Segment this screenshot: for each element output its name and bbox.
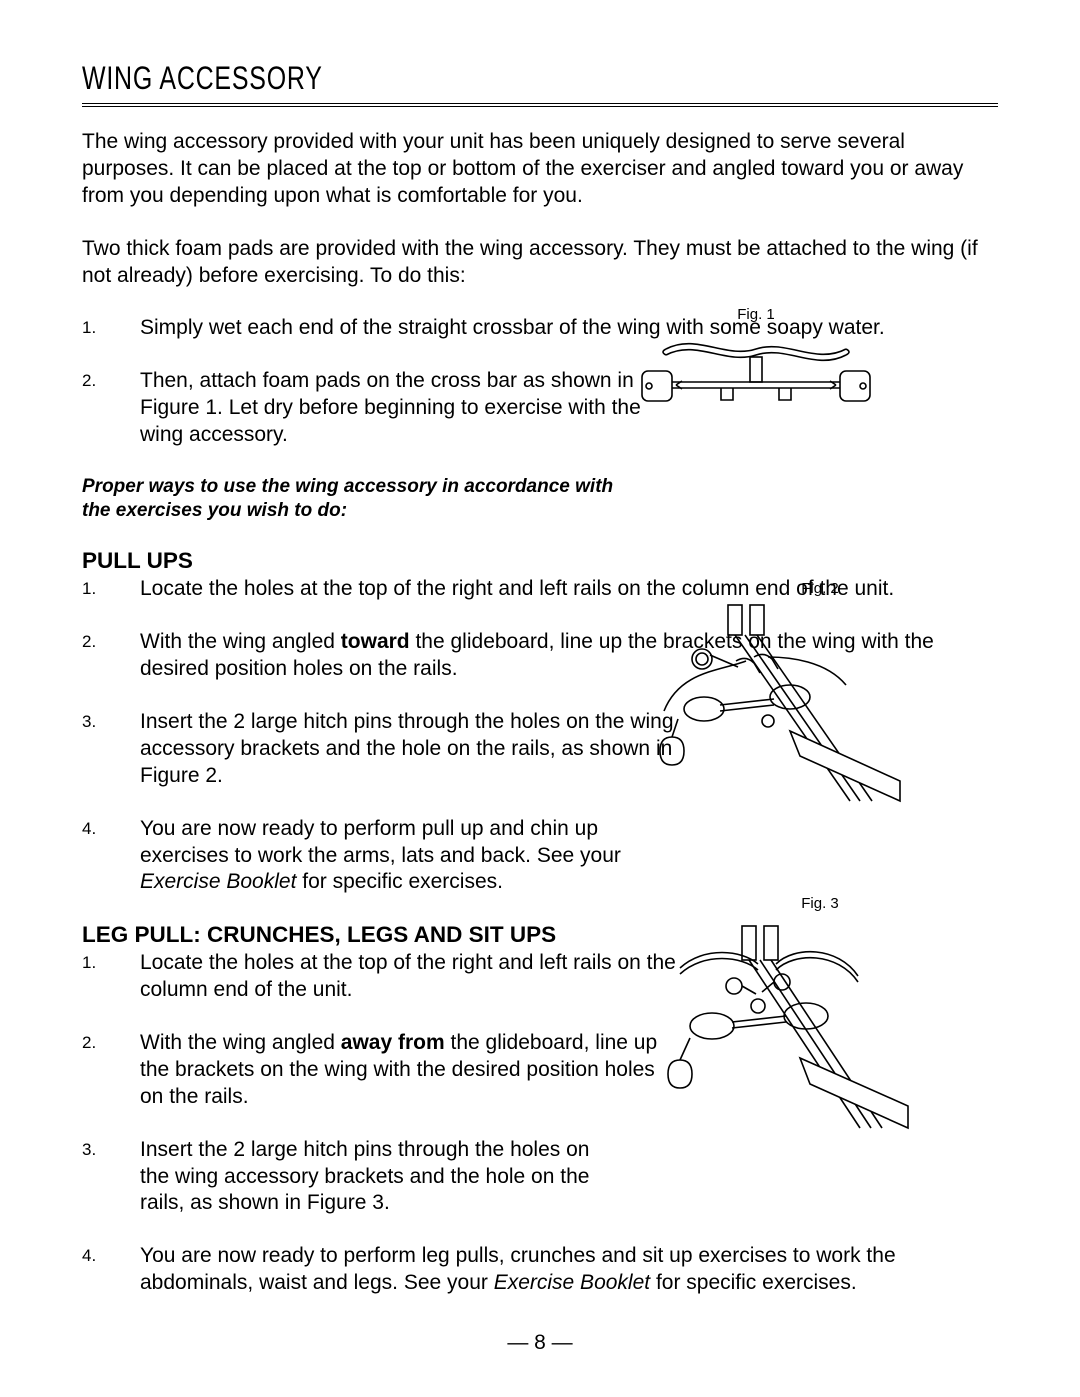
figure-1: Fig. 1	[626, 306, 886, 407]
figure-3-svg	[650, 916, 910, 1136]
prep-step-2-text: Then, attach foam pads on the cross bar …	[140, 368, 660, 449]
figure-1-caption: Fig. 1	[626, 306, 886, 323]
intro-paragraph-2: Two thick foam pads are provided with th…	[82, 236, 998, 290]
legpull-step-4c: for specific exercises.	[650, 1271, 857, 1294]
pullups-step-2a: With the wing angled	[140, 630, 341, 653]
figure-2: Fig. 2	[650, 580, 910, 811]
figure-1-svg	[626, 327, 886, 407]
figure-3: Fig. 3	[650, 895, 910, 1136]
legpull-step-3-text: Insert the 2 large hitch pins through th…	[140, 1137, 620, 1218]
legpull-step-4b: Exercise Booklet	[494, 1271, 650, 1294]
pullups-step-4b: Exercise Booklet	[140, 870, 296, 893]
legpull-step-4: You are now ready to perform leg pulls, …	[82, 1243, 998, 1297]
pullups-step-4c: for specific exercises.	[296, 870, 503, 893]
page: WING ACCESSORY The wing accessory provid…	[0, 0, 1080, 1397]
figure-2-svg	[650, 601, 910, 811]
page-title: WING ACCESSORY	[82, 60, 796, 97]
intro-paragraph-1: The wing accessory provided with your un…	[82, 129, 998, 210]
legpull-step-2a: With the wing angled	[140, 1031, 341, 1054]
pullups-heading: PULL UPS	[82, 548, 998, 574]
usage-note: Proper ways to use the wing accessory in…	[82, 475, 642, 523]
legpull-step-3: Insert the 2 large hitch pins through th…	[82, 1137, 998, 1218]
figure-3-caption: Fig. 3	[730, 895, 910, 912]
legpull-step-1-text: Locate the holes at the top of the right…	[140, 950, 680, 1004]
title-rule	[82, 103, 998, 107]
pullups-step-3-text: Insert the 2 large hitch pins through th…	[140, 709, 680, 790]
legpull-step-2b: away from	[341, 1031, 445, 1054]
figure-2-caption: Fig. 2	[730, 580, 910, 597]
pullups-step-4a: You are now ready to perform pull up and…	[140, 817, 621, 867]
page-number: — 8 —	[0, 1331, 1080, 1355]
pullups-step-2b: toward	[341, 630, 410, 653]
pullups-step-4: You are now ready to perform pull up and…	[82, 816, 998, 897]
